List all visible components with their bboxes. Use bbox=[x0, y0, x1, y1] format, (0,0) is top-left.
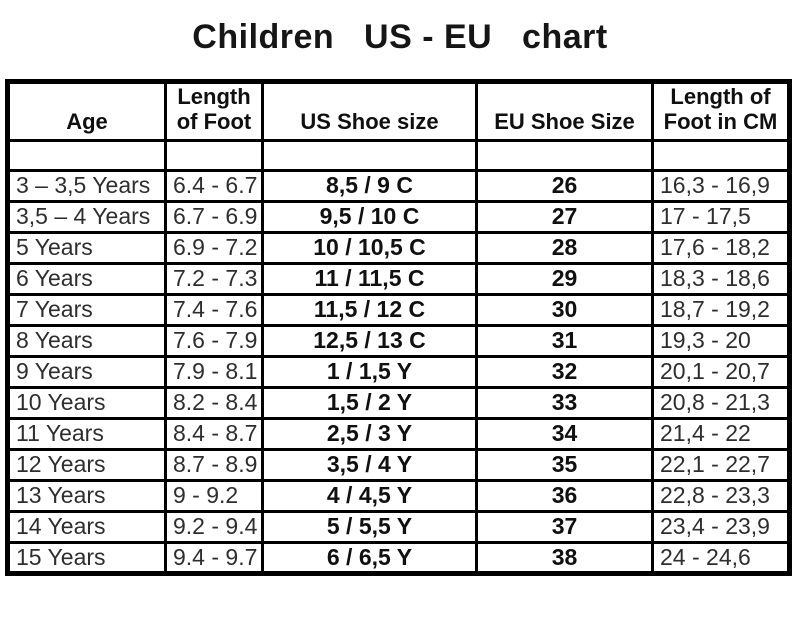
column-header-length-of-foot-cm: Length of Foot in CM bbox=[651, 80, 791, 142]
cell-length-of-foot-cm: 17,6 - 18,2 bbox=[651, 230, 791, 265]
cell-length-of-foot-cm: 19,3 - 20 bbox=[651, 323, 791, 358]
cell-length-of-foot-cm: 16,3 - 16,9 bbox=[651, 168, 791, 203]
cell-eu-shoe-size: 38 bbox=[475, 540, 654, 575]
cell-us-shoe-size: 10 / 10,5 C bbox=[261, 230, 478, 265]
table-row: 3,5 – 4 Years 6.7 - 6.9 9,5 / 10 C 27 17 - 1… bbox=[6, 199, 791, 234]
cell-age: 3 – 3,5 Years bbox=[6, 168, 167, 203]
cell-us-shoe-size: 3,5 / 4 Y bbox=[261, 447, 478, 482]
spacer-cell bbox=[261, 138, 478, 172]
table-row: 6 Years 7.2 - 7.3 11 / 11,5 C 29 18,3 - 18,6 bbox=[6, 261, 791, 296]
table-row: 14 Years 9.2 - 9.4 5 / 5,5 Y 37 23,4 - 23,9 bbox=[6, 509, 791, 544]
cell-length-of-foot: 6.4 - 6.7 bbox=[164, 168, 264, 203]
table-row: 5 Years 6.9 - 7.2 10 / 10,5 C 28 17,6 - 18,2 bbox=[6, 230, 791, 265]
cell-eu-shoe-size: 30 bbox=[475, 292, 654, 327]
cell-age: 5 Years bbox=[6, 230, 167, 265]
cell-eu-shoe-size: 34 bbox=[475, 416, 654, 451]
cell-us-shoe-size: 8,5 / 9 C bbox=[261, 168, 478, 203]
cell-eu-shoe-size: 37 bbox=[475, 509, 654, 544]
page-title: Children US - EU chart bbox=[192, 18, 608, 56]
cell-length-of-foot: 7.2 - 7.3 bbox=[164, 261, 264, 296]
cell-eu-shoe-size: 36 bbox=[475, 478, 654, 513]
cell-eu-shoe-size: 32 bbox=[475, 354, 654, 389]
cell-us-shoe-size: 11 / 11,5 C bbox=[261, 261, 478, 296]
cell-length-of-foot-cm: 20,1 - 20,7 bbox=[651, 354, 791, 389]
cell-eu-shoe-size: 33 bbox=[475, 385, 654, 420]
table-row: 10 Years 8.2 - 8.4 1,5 / 2 Y 33 20,8 - 21,3 bbox=[6, 385, 791, 420]
table-row: 12 Years 8.7 - 8.9 3,5 / 4 Y 35 22,1 - 22,7 bbox=[6, 447, 791, 482]
cell-us-shoe-size: 1,5 / 2 Y bbox=[261, 385, 478, 420]
cell-eu-shoe-size: 26 bbox=[475, 168, 654, 203]
cell-eu-shoe-size: 27 bbox=[475, 199, 654, 234]
cell-length-of-foot-cm: 22,1 - 22,7 bbox=[651, 447, 791, 482]
cell-length-of-foot: 6.7 - 6.9 bbox=[164, 199, 264, 234]
cell-length-of-foot: 7.6 - 7.9 bbox=[164, 323, 264, 358]
cell-length-of-foot: 9.2 - 9.4 bbox=[164, 509, 264, 544]
cell-length-of-foot-cm: 18,7 - 19,2 bbox=[651, 292, 791, 327]
cell-eu-shoe-size: 28 bbox=[475, 230, 654, 265]
cell-us-shoe-size: 1 / 1,5 Y bbox=[261, 354, 478, 389]
cell-us-shoe-size: 6 / 6,5 Y bbox=[261, 540, 478, 575]
cell-us-shoe-size: 4 / 4,5 Y bbox=[261, 478, 478, 513]
cell-age: 9 Years bbox=[6, 354, 167, 389]
cell-us-shoe-size: 12,5 / 13 C bbox=[261, 323, 478, 358]
size-chart-table: Age Length of Foot US Shoe size EU Shoe … bbox=[5, 79, 792, 576]
cell-age: 12 Years bbox=[6, 447, 167, 482]
cell-length-of-foot: 7.4 - 7.6 bbox=[164, 292, 264, 327]
header-row: Age Length of Foot US Shoe size EU Shoe … bbox=[6, 80, 791, 142]
cell-length-of-foot: 9.4 - 9.7 bbox=[164, 540, 264, 575]
cell-length-of-foot: 9 - 9.2 bbox=[164, 478, 264, 513]
cell-age: 13 Years bbox=[6, 478, 167, 513]
cell-length-of-foot: 8.4 - 8.7 bbox=[164, 416, 264, 451]
cell-us-shoe-size: 2,5 / 3 Y bbox=[261, 416, 478, 451]
table-row: 8 Years 7.6 - 7.9 12,5 / 13 C 31 19,3 - 20 bbox=[6, 323, 791, 358]
cell-age: 3,5 – 4 Years bbox=[6, 199, 167, 234]
table-row: 7 Years 7.4 - 7.6 11,5 / 12 C 30 18,7 - 19,2 bbox=[6, 292, 791, 327]
cell-length-of-foot-cm: 22,8 - 23,3 bbox=[651, 478, 791, 513]
cell-age: 11 Years bbox=[6, 416, 167, 451]
spacer-cell bbox=[651, 138, 791, 172]
column-header-us-shoe-size: US Shoe size bbox=[261, 80, 478, 142]
spacer-cell bbox=[164, 138, 264, 172]
spacer-row bbox=[6, 138, 791, 172]
cell-length-of-foot-cm: 20,8 - 21,3 bbox=[651, 385, 791, 420]
cell-age: 14 Years bbox=[6, 509, 167, 544]
table-row: 13 Years 9 - 9.2 4 / 4,5 Y 36 22,8 - 23,3 bbox=[6, 478, 791, 513]
cell-length-of-foot-cm: 23,4 - 23,9 bbox=[651, 509, 791, 544]
column-header-length-of-foot: Length of Foot bbox=[164, 80, 264, 142]
cell-length-of-foot: 7.9 - 8.1 bbox=[164, 354, 264, 389]
cell-length-of-foot: 8.7 - 8.9 bbox=[164, 447, 264, 482]
table-row: 9 Years 7.9 - 8.1 1 / 1,5 Y 32 20,1 - 20,7 bbox=[6, 354, 791, 389]
cell-length-of-foot-cm: 21,4 - 22 bbox=[651, 416, 791, 451]
table-row: 11 Years 8.4 - 8.7 2,5 / 3 Y 34 21,4 - 22 bbox=[6, 416, 791, 451]
cell-length-of-foot-cm: 24 - 24,6 bbox=[651, 540, 791, 575]
table-body: 3 – 3,5 Years 6.4 - 6.7 8,5 / 9 C 26 16,3 - … bbox=[6, 138, 791, 575]
cell-us-shoe-size: 5 / 5,5 Y bbox=[261, 509, 478, 544]
cell-age: 8 Years bbox=[6, 323, 167, 358]
table-row: 15 Years 9.4 - 9.7 6 / 6,5 Y 38 24 - 24,6 bbox=[6, 540, 791, 575]
cell-age: 7 Years bbox=[6, 292, 167, 327]
spacer-cell bbox=[6, 138, 167, 172]
cell-length-of-foot-cm: 18,3 - 18,6 bbox=[651, 261, 791, 296]
cell-age: 15 Years bbox=[6, 540, 167, 575]
table-row: 3 – 3,5 Years 6.4 - 6.7 8,5 / 9 C 26 16,3 - … bbox=[6, 168, 791, 203]
spacer-cell bbox=[475, 138, 654, 172]
cell-length-of-foot: 8.2 - 8.4 bbox=[164, 385, 264, 420]
column-header-eu-shoe-size: EU Shoe Size bbox=[475, 80, 654, 142]
cell-age: 10 Years bbox=[6, 385, 167, 420]
cell-length-of-foot: 6.9 - 7.2 bbox=[164, 230, 264, 265]
cell-us-shoe-size: 11,5 / 12 C bbox=[261, 292, 478, 327]
column-header-age: Age bbox=[6, 80, 167, 142]
cell-eu-shoe-size: 29 bbox=[475, 261, 654, 296]
cell-us-shoe-size: 9,5 / 10 C bbox=[261, 199, 478, 234]
cell-length-of-foot-cm: 17 - 17,5 bbox=[651, 199, 791, 234]
cell-eu-shoe-size: 31 bbox=[475, 323, 654, 358]
cell-eu-shoe-size: 35 bbox=[475, 447, 654, 482]
cell-age: 6 Years bbox=[6, 261, 167, 296]
